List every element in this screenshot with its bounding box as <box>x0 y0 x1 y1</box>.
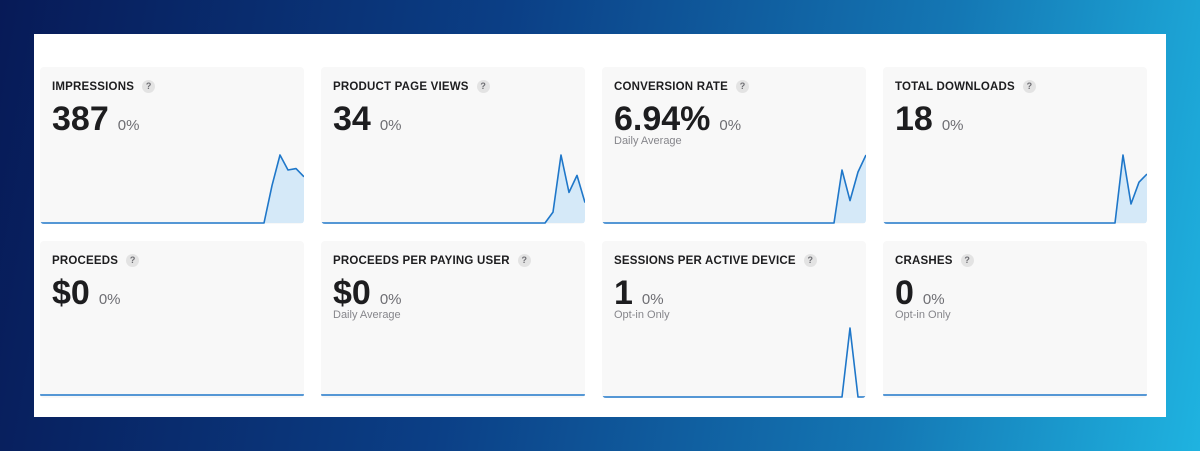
metric-title: CRASHES <box>895 254 953 267</box>
sparkline-proceeds-per-paying-user <box>321 394 585 396</box>
metric-title: PRODUCT PAGE VIEWS <box>333 80 469 93</box>
metric-delta: 0% <box>98 291 121 308</box>
metric-subtitle: Daily Average <box>614 135 682 147</box>
metric-title: TOTAL DOWNLOADS <box>895 80 1015 93</box>
metric-delta: 0% <box>641 291 664 308</box>
metric-delta: 0% <box>117 117 140 134</box>
metric-card-crashes[interactable]: CRASHES? 0 0% Opt-in Only <box>883 241 1147 398</box>
metric-value: $0 <box>333 274 371 312</box>
metric-subtitle: Opt-in Only <box>895 309 951 321</box>
metric-title: IMPRESSIONS <box>52 80 135 93</box>
metric-value: $0 <box>52 274 90 312</box>
sparkline-area <box>321 155 585 223</box>
help-icon[interactable]: ? <box>735 80 749 93</box>
metric-value: 0 <box>895 274 914 312</box>
metric-subtitle: Daily Average <box>333 309 401 321</box>
metric-value: 34 <box>333 100 371 138</box>
metric-card-proceeds[interactable]: PROCEEDS? $0 0% <box>40 241 304 398</box>
help-icon[interactable]: ? <box>803 254 817 267</box>
metric-delta: 0% <box>922 291 945 308</box>
sparkline-sessions-per-active-device <box>602 327 866 398</box>
metric-value: 1 <box>614 274 633 312</box>
metric-value: 387 <box>52 100 109 138</box>
sparkline-proceeds <box>40 394 304 396</box>
help-icon[interactable]: ? <box>476 80 490 93</box>
help-icon[interactable]: ? <box>126 254 140 267</box>
metric-title: PROCEEDS PER PAYING USER <box>333 254 510 267</box>
sparkline-impressions <box>40 154 304 224</box>
metric-card-product-page-views[interactable]: PRODUCT PAGE VIEWS? 34 0% <box>321 67 585 224</box>
sparkline-line <box>321 154 585 224</box>
help-icon[interactable]: ? <box>142 80 156 93</box>
metrics-panel: IMPRESSIONS? 387 0% PRODUCT PAGE VIEWS? 3… <box>34 34 1166 417</box>
metric-title: CONVERSION RATE <box>614 80 728 93</box>
metric-card-proceeds-per-paying-user[interactable]: PROCEEDS PER PAYING USER? $0 0% Daily Ave… <box>321 241 585 398</box>
metric-title: PROCEEDS <box>52 254 119 267</box>
metric-card-total-downloads[interactable]: TOTAL DOWNLOADS? 18 0% <box>883 67 1147 224</box>
metric-card-conversion-rate[interactable]: CONVERSION RATE? 6.94% 0% Daily Average <box>602 67 866 224</box>
sparkline-line <box>883 154 1147 224</box>
metric-value: 6.94% <box>614 100 711 138</box>
metric-delta: 0% <box>379 117 402 134</box>
sparkline-total-downloads <box>883 154 1147 224</box>
sparkline-line <box>602 154 866 224</box>
help-icon[interactable]: ? <box>1022 80 1036 93</box>
sparkline-crashes <box>883 394 1147 396</box>
sparkline-area <box>602 155 866 223</box>
sparkline-product-page-views <box>321 154 585 224</box>
metric-card-impressions[interactable]: IMPRESSIONS? 387 0% <box>40 67 304 224</box>
metric-delta: 0% <box>719 117 742 134</box>
help-icon[interactable]: ? <box>517 254 531 267</box>
metric-title: SESSIONS PER ACTIVE DEVICE <box>614 254 796 267</box>
metric-delta: 0% <box>379 291 402 308</box>
sparkline-line <box>40 154 304 224</box>
sparkline-area <box>883 155 1147 223</box>
metric-subtitle: Opt-in Only <box>614 309 670 321</box>
sparkline-area <box>40 155 304 223</box>
sparkline-line <box>602 327 866 398</box>
metric-delta: 0% <box>941 117 964 134</box>
help-icon[interactable]: ? <box>960 254 974 267</box>
metric-value: 18 <box>895 100 933 138</box>
sparkline-conversion-rate <box>602 154 866 224</box>
metric-card-sessions-per-active-device[interactable]: SESSIONS PER ACTIVE DEVICE? 1 0% Opt-in O… <box>602 241 866 398</box>
